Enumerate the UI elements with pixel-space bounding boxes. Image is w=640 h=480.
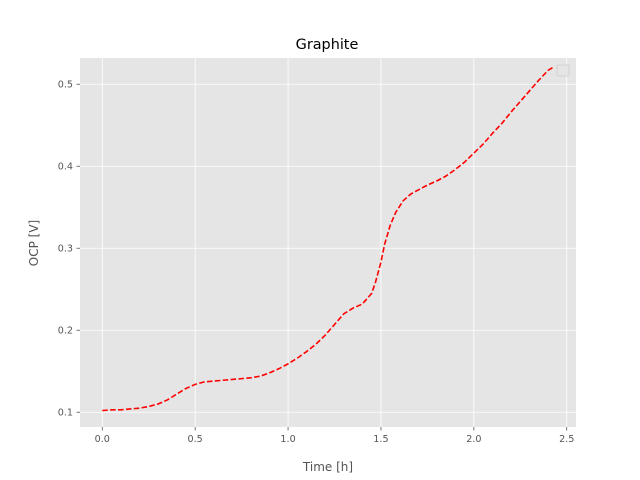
series-layer [102, 66, 555, 412]
plot-area [80, 58, 576, 427]
y-tick-label: 0.1 [58, 408, 73, 419]
y-tick-label: 0.2 [58, 326, 73, 337]
y-axis-label: OCP [V] [27, 220, 41, 266]
grid-lines [80, 58, 576, 427]
y-tick-label: 0.3 [58, 244, 73, 255]
x-axis-label: Time [h] [302, 460, 353, 474]
x-tick-label: 1.0 [280, 434, 295, 445]
x-tick-label: 0.5 [188, 434, 203, 445]
series-line-0 [102, 66, 555, 412]
legend-box [556, 64, 570, 77]
x-tick-label: 2.0 [466, 434, 481, 445]
x-tick-label: 2.5 [559, 434, 574, 445]
axis-ticks: 0.0 0.5 1.0 1.5 2.0 2.5 0.1 0.2 0.3 0.4 0.5 [58, 80, 575, 445]
y-tick-label: 0.4 [58, 162, 73, 173]
x-tick-label: 0.0 [95, 434, 110, 445]
chart-title: Graphite [296, 37, 359, 53]
y-tick-label: 0.5 [58, 80, 73, 91]
x-tick-label: 1.5 [373, 434, 388, 445]
